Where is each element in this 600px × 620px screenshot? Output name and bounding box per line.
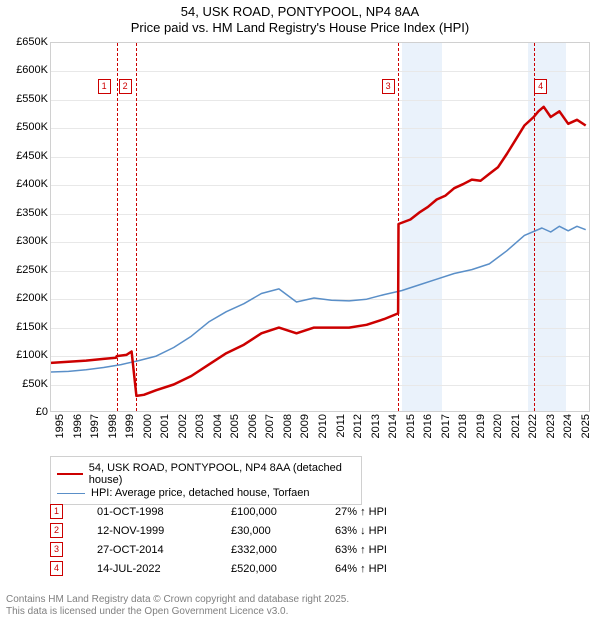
series-line: [51, 226, 586, 372]
y-axis-label: £650K: [16, 36, 48, 48]
table-row: 2 12-NOV-1999 £30,000 63% ↓ HPI: [50, 523, 550, 538]
legend-label: HPI: Average price, detached house, Torf…: [91, 487, 310, 499]
x-axis-label: 2007: [264, 414, 276, 448]
x-axis-label: 2003: [194, 414, 206, 448]
x-axis-label: 2019: [475, 414, 487, 448]
y-axis-label: £50K: [22, 378, 48, 390]
table-row: 4 14-JUL-2022 £520,000 64% ↑ HPI: [50, 561, 550, 576]
footer-line: Contains HM Land Registry data © Crown c…: [6, 594, 349, 606]
y-axis-label: £350K: [16, 207, 48, 219]
x-axis-label: 2015: [405, 414, 417, 448]
legend-label: 54, USK ROAD, PONTYPOOL, NP4 8AA (detach…: [89, 462, 355, 486]
tx-date: 12-NOV-1999: [97, 525, 207, 537]
x-axis-label: 1999: [124, 414, 136, 448]
tx-date: 01-OCT-1998: [97, 506, 207, 518]
marker-box: 1: [98, 79, 111, 94]
tx-marker: 1: [50, 504, 63, 519]
title-subtitle: Price paid vs. HM Land Registry's House …: [0, 20, 600, 35]
table-row: 1 01-OCT-1998 £100,000 27% ↑ HPI: [50, 504, 550, 519]
x-axis-label: 2024: [562, 414, 574, 448]
y-axis-label: £0: [36, 406, 48, 418]
x-axis-label: 2016: [422, 414, 434, 448]
x-axis-label: 2002: [177, 414, 189, 448]
y-axis-label: £450K: [16, 150, 48, 162]
transactions-table: 1 01-OCT-1998 £100,000 27% ↑ HPI 2 12-NO…: [50, 500, 550, 580]
y-axis-label: £550K: [16, 93, 48, 105]
legend-swatch-blue: [57, 493, 85, 494]
marker-box: 3: [382, 79, 395, 94]
tx-date: 14-JUL-2022: [97, 563, 207, 575]
y-axis-label: £400K: [16, 178, 48, 190]
x-axis-label: 2004: [212, 414, 224, 448]
y-axis-label: £150K: [16, 321, 48, 333]
legend-item: 54, USK ROAD, PONTYPOOL, NP4 8AA (detach…: [57, 462, 355, 486]
y-axis-label: £600K: [16, 64, 48, 76]
x-axis-label: 2009: [299, 414, 311, 448]
x-axis-label: 1996: [72, 414, 84, 448]
x-axis-label: 2013: [370, 414, 382, 448]
table-row: 3 27-OCT-2014 £332,000 63% ↑ HPI: [50, 542, 550, 557]
legend-swatch-red: [57, 473, 83, 475]
x-axis-label: 1997: [89, 414, 101, 448]
tx-pct: 27% ↑ HPI: [335, 506, 425, 518]
tx-date: 27-OCT-2014: [97, 544, 207, 556]
x-axis-label: 2005: [229, 414, 241, 448]
x-axis-label: 2012: [352, 414, 364, 448]
x-axis-label: 2023: [545, 414, 557, 448]
x-axis-label: 2008: [282, 414, 294, 448]
tx-price: £100,000: [231, 506, 311, 518]
footer-line: This data is licensed under the Open Gov…: [6, 606, 349, 618]
x-axis-label: 2010: [317, 414, 329, 448]
tx-pct: 64% ↑ HPI: [335, 563, 425, 575]
series-svg: [51, 43, 591, 413]
x-axis-label: 2011: [335, 414, 347, 448]
plot-area: 12 3 4: [50, 42, 590, 412]
tx-pct: 63% ↓ HPI: [335, 525, 425, 537]
title-block: 54, USK ROAD, PONTYPOOL, NP4 8AA Price p…: [0, 0, 600, 35]
x-axis-label: 1995: [54, 414, 66, 448]
tx-price: £332,000: [231, 544, 311, 556]
footer-attribution: Contains HM Land Registry data © Crown c…: [6, 594, 349, 618]
x-axis-label: 2021: [510, 414, 522, 448]
x-axis-label: 2017: [440, 414, 452, 448]
tx-marker: 4: [50, 561, 63, 576]
y-axis-label: £200K: [16, 292, 48, 304]
y-axis-label: £500K: [16, 121, 48, 133]
x-axis-label: 1998: [107, 414, 119, 448]
x-axis-label: 2001: [159, 414, 171, 448]
x-axis-label: 2000: [142, 414, 154, 448]
y-axis-label: £250K: [16, 264, 48, 276]
chart-container: 54, USK ROAD, PONTYPOOL, NP4 8AA Price p…: [0, 0, 600, 620]
tx-price: £520,000: [231, 563, 311, 575]
legend-item: HPI: Average price, detached house, Torf…: [57, 487, 355, 499]
tx-marker: 2: [50, 523, 63, 538]
marker-box: 2: [119, 79, 132, 94]
x-axis-label: 2014: [387, 414, 399, 448]
title-address: 54, USK ROAD, PONTYPOOL, NP4 8AA: [0, 4, 600, 19]
x-axis-label: 2018: [457, 414, 469, 448]
tx-marker: 3: [50, 542, 63, 557]
x-axis-label: 2006: [247, 414, 259, 448]
tx-price: £30,000: [231, 525, 311, 537]
y-axis-label: £300K: [16, 235, 48, 247]
marker-box: 4: [534, 79, 547, 94]
y-axis-label: £100K: [16, 349, 48, 361]
x-axis-label: 2025: [580, 414, 592, 448]
x-axis-label: 2022: [527, 414, 539, 448]
tx-pct: 63% ↑ HPI: [335, 544, 425, 556]
x-axis-label: 2020: [492, 414, 504, 448]
legend: 54, USK ROAD, PONTYPOOL, NP4 8AA (detach…: [50, 456, 362, 505]
